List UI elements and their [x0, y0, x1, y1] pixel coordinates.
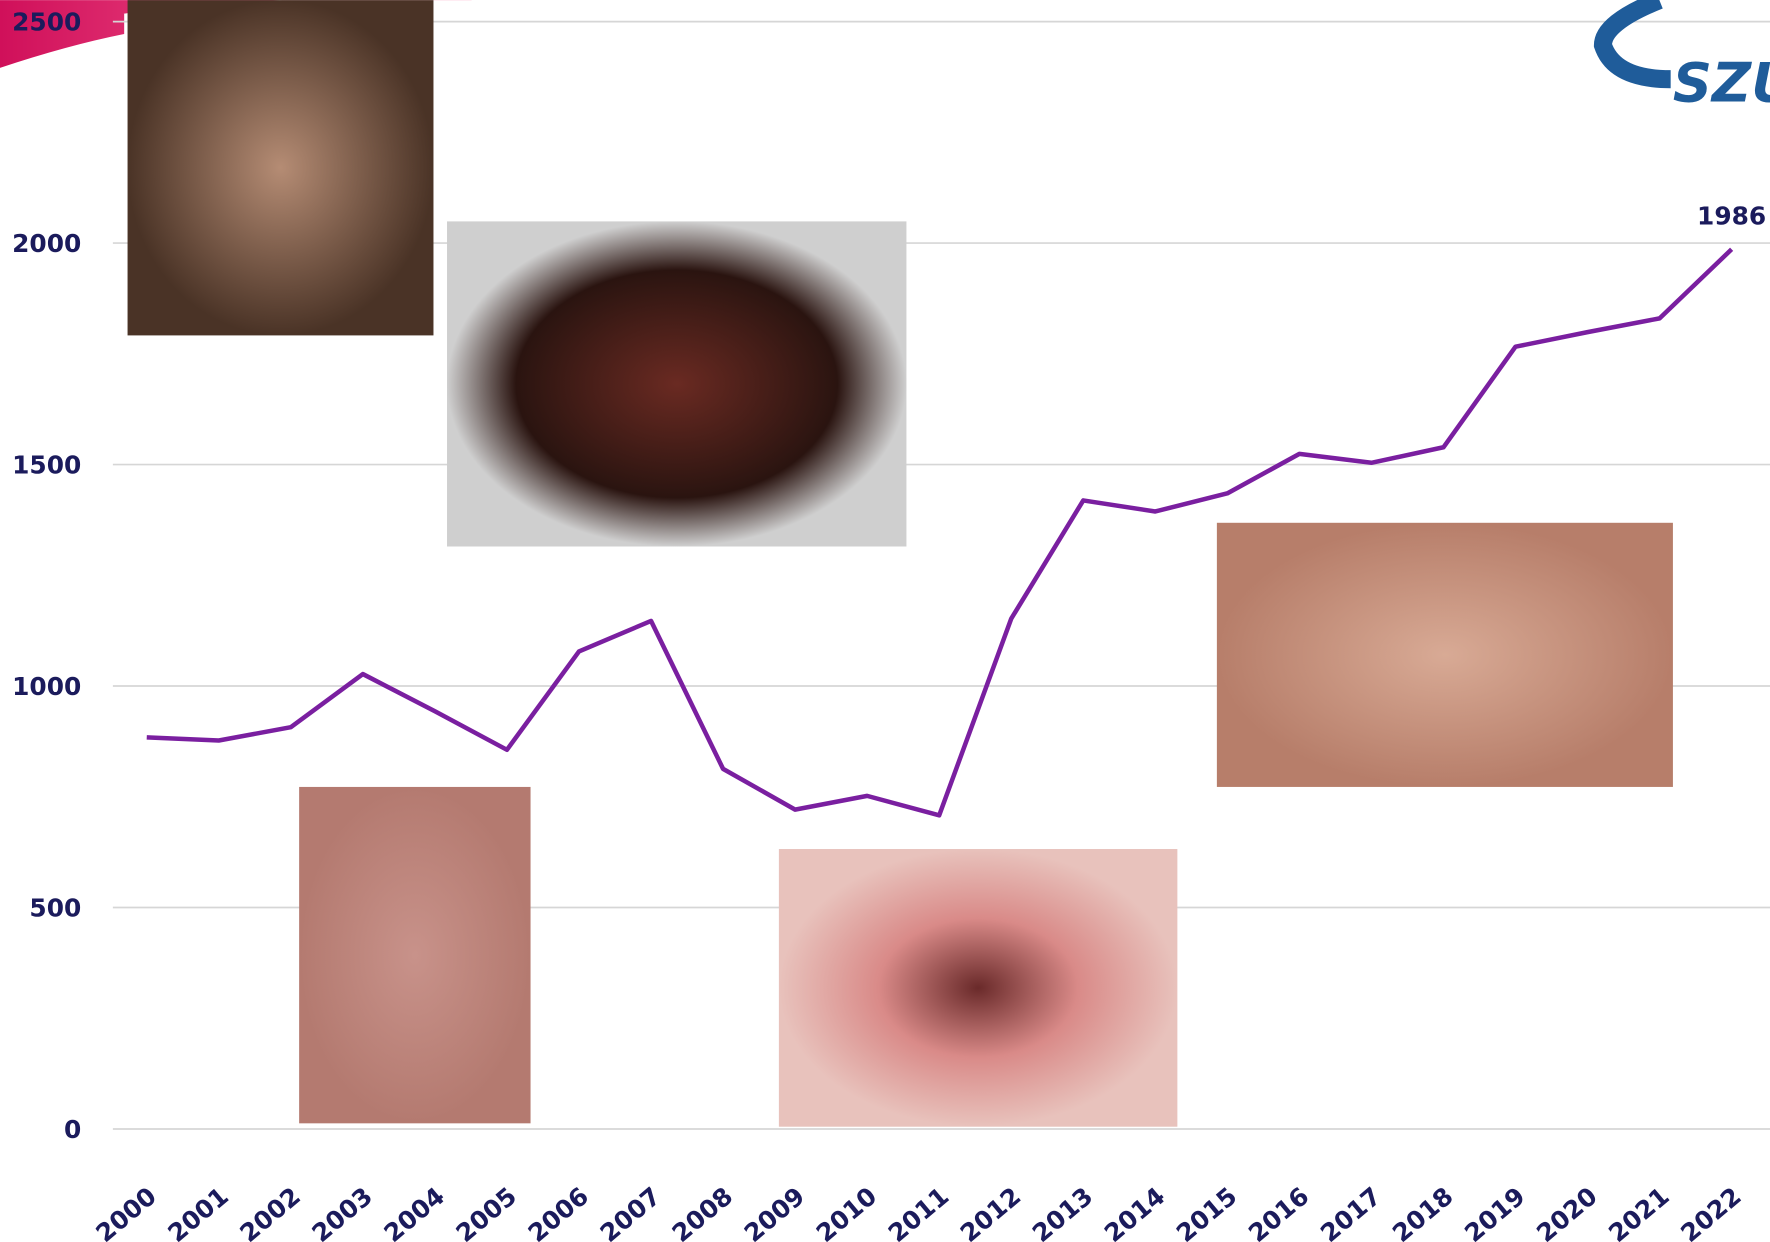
y-tick-label: 1500: [12, 451, 81, 480]
x-tick-label: 2012: [955, 1181, 1027, 1242]
y-tick-label: 2000: [12, 229, 81, 258]
x-tick-label: 2005: [451, 1181, 523, 1242]
logo-text: SZU: [1673, 52, 1770, 115]
x-tick-label: 2004: [378, 1181, 450, 1242]
x-tick-label: 2017: [1315, 1181, 1387, 1242]
x-tick-label: 2002: [234, 1181, 306, 1242]
photo: [778, 849, 1178, 1127]
x-tick-label: 2015: [1171, 1181, 1243, 1242]
x-tick-label: 2009: [739, 1181, 811, 1242]
x-tick-label: 2000: [90, 1181, 162, 1242]
x-tick-label: 2007: [595, 1181, 667, 1242]
x-tick-label: 2006: [523, 1181, 595, 1242]
x-tick-label: 2003: [306, 1181, 378, 1242]
x-tick-label: 2014: [1099, 1181, 1171, 1242]
photo: [299, 786, 531, 1124]
y-tick-label: 500: [29, 894, 81, 923]
x-tick-label: 2008: [667, 1181, 739, 1242]
decoration: [0, 0, 475, 68]
data-label: 1986: [1697, 201, 1766, 230]
x-tick-label: 2022: [1675, 1181, 1747, 1242]
x-tick-label: 2021: [1603, 1181, 1675, 1242]
y-tick-label: 1000: [12, 672, 81, 701]
y-tick-label: 0: [64, 1115, 81, 1144]
y-tick-label: 2500: [12, 8, 81, 37]
x-tick-label: 2010: [811, 1181, 883, 1242]
x-tick-label: 2019: [1459, 1181, 1531, 1242]
logo-mark: [1593, 0, 1671, 89]
photo: [1216, 522, 1673, 787]
x-tick-label: 2001: [162, 1181, 234, 1242]
photo: [447, 221, 907, 547]
photo: [127, 0, 434, 336]
x-tick-label: 2020: [1531, 1181, 1603, 1242]
x-tick-label: 2018: [1387, 1181, 1459, 1242]
data-line: [146, 247, 1734, 818]
x-tick-label: 2013: [1027, 1181, 1099, 1242]
x-tick-label: 2016: [1243, 1181, 1315, 1242]
x-tick-label: 2011: [883, 1181, 955, 1242]
